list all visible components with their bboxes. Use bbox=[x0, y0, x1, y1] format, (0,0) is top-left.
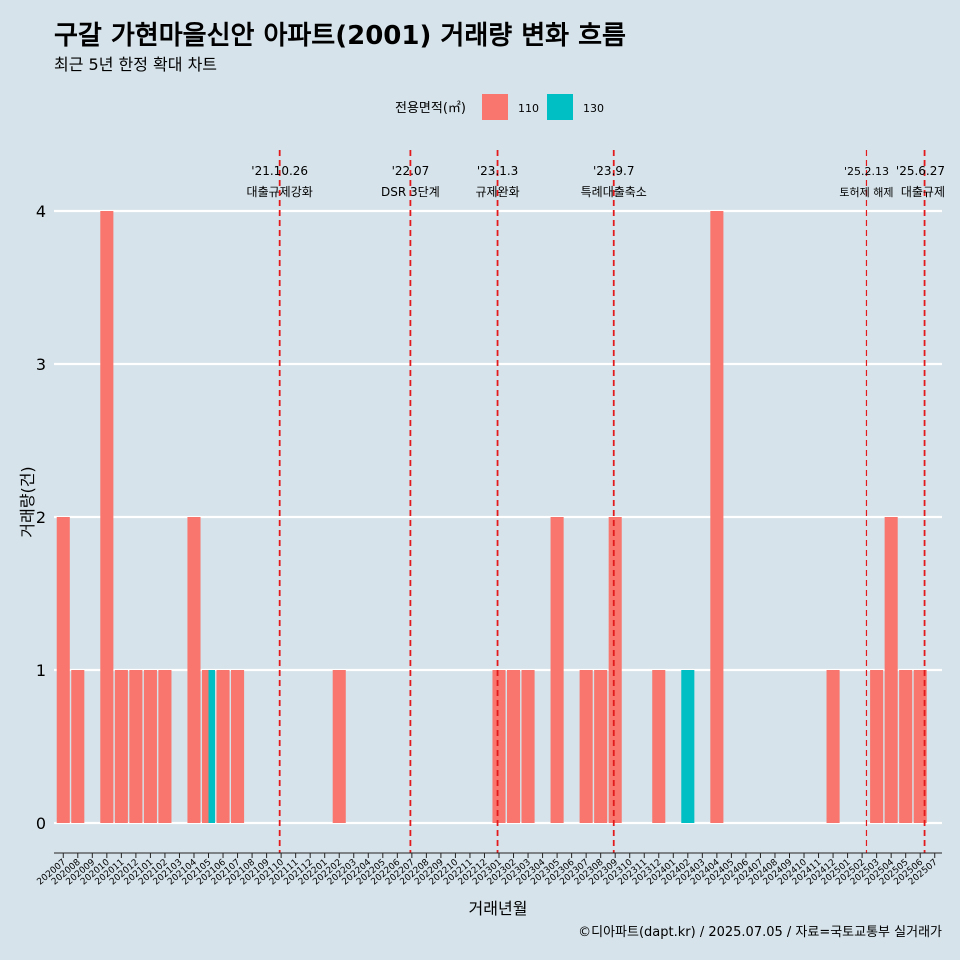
bar-110-202404 bbox=[710, 211, 724, 823]
legend: 전용면적(㎡) 110 130 bbox=[395, 94, 604, 120]
bar-110-202008 bbox=[71, 670, 85, 823]
event-date-label: '25.2.13 bbox=[844, 165, 889, 178]
event-label: 특례대출축소 bbox=[581, 185, 647, 199]
bar-110-202312 bbox=[652, 670, 666, 823]
x-axis: 2020072020082020092020102020112020122021… bbox=[35, 852, 942, 887]
bar-110-202202 bbox=[332, 670, 346, 823]
chart-subtitle: 최근 5년 한정 확대 차트 bbox=[54, 55, 217, 74]
bar-110-202101 bbox=[143, 670, 157, 823]
y-tick-label: 2 bbox=[36, 508, 46, 527]
x-axis-title: 거래년월 bbox=[469, 899, 528, 918]
y-axis-ticks: 0 1 2 3 4 bbox=[36, 202, 46, 833]
legend-label-130: 130 bbox=[583, 102, 604, 115]
bar-110-202412 bbox=[826, 670, 840, 823]
y-tick-label: 4 bbox=[36, 202, 46, 221]
event-date-label: '25.6.27 bbox=[896, 164, 945, 178]
event-date-label: '23.9.7 bbox=[593, 164, 634, 178]
legend-swatch-110 bbox=[482, 94, 508, 120]
event-label: 규제완화 bbox=[475, 185, 519, 199]
bar-110-202012 bbox=[129, 670, 143, 823]
y-axis-title: 거래량(건) bbox=[18, 466, 37, 537]
bar-110-202506 bbox=[913, 670, 927, 823]
bar-110-202007 bbox=[56, 517, 70, 823]
bar-130-202105 bbox=[208, 670, 216, 823]
bar-110-202302 bbox=[506, 670, 521, 823]
y-tick-label: 0 bbox=[36, 814, 46, 833]
legend-label-110: 110 bbox=[518, 102, 539, 115]
bar-110-202102 bbox=[158, 670, 172, 823]
bar-110-202305 bbox=[550, 517, 564, 823]
legend-title: 전용면적(㎡) bbox=[395, 101, 466, 116]
bar-110-202505 bbox=[899, 670, 913, 823]
event-date-label: '21.10.26 bbox=[251, 164, 308, 178]
bar-110-202010 bbox=[100, 211, 114, 823]
bar-110-202308 bbox=[594, 670, 608, 823]
event-date-label: '22.07 bbox=[392, 164, 430, 178]
bar-110-202301 bbox=[492, 670, 506, 823]
bar-110-202011 bbox=[114, 670, 128, 823]
bar-110-202105 bbox=[201, 670, 209, 823]
legend-swatch-130 bbox=[547, 94, 573, 120]
source-caption: ©디아파트(dapt.kr) / 2025.07.05 / 자료=국토교통부 실… bbox=[578, 925, 942, 940]
event-lines: '21.10.26 대출규제강화 '22.07 DSR 3단계 '23.1.3 규제완화 '… bbox=[247, 150, 945, 853]
event-date-label: '23.1.3 bbox=[477, 164, 518, 178]
event-label: 토허제 해제 bbox=[839, 185, 893, 199]
bar-110-202104 bbox=[187, 517, 201, 823]
bar-110-202504 bbox=[884, 517, 898, 823]
y-tick-label: 3 bbox=[36, 355, 46, 374]
event-label: 대출규제강화 bbox=[247, 185, 313, 199]
event-label: 대출규제 bbox=[901, 185, 945, 199]
bar-110-202503 bbox=[870, 670, 884, 823]
y-tick-label: 1 bbox=[36, 661, 46, 680]
bar-110-202307 bbox=[579, 670, 593, 823]
bar-110-202309 bbox=[608, 517, 622, 823]
bar-110-202107 bbox=[231, 670, 245, 823]
bar-110-202303 bbox=[521, 670, 535, 823]
chart-title: 구갈 가현마을신안 아파트(2001) 거래량 변화 흐름 bbox=[54, 21, 626, 51]
bar-110-202106 bbox=[216, 670, 230, 823]
bars bbox=[56, 211, 927, 823]
bar-130-202402 bbox=[681, 670, 695, 823]
event-label: DSR 3단계 bbox=[381, 185, 440, 199]
